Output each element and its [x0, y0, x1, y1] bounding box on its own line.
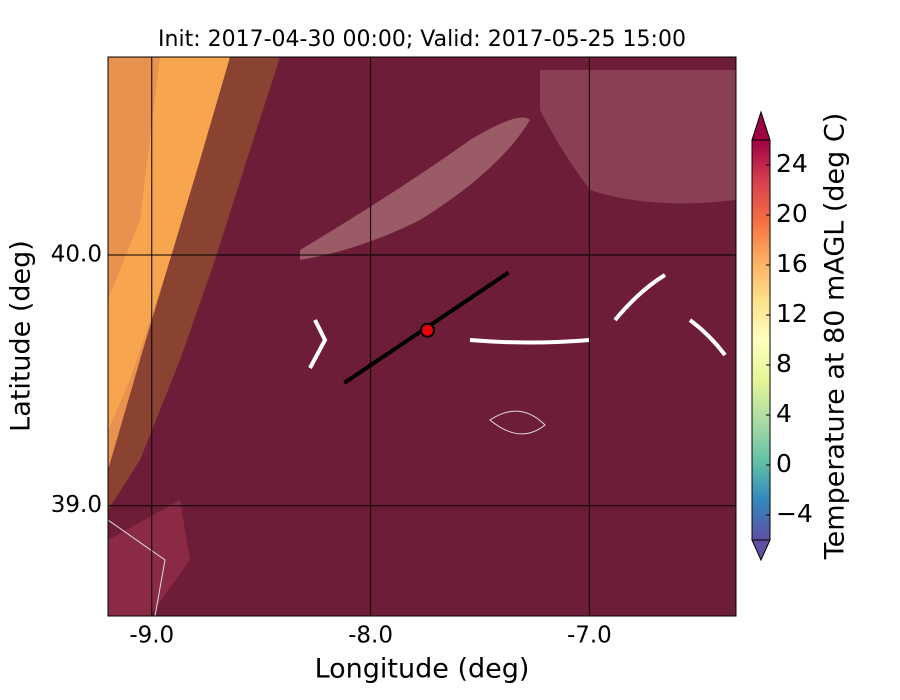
x-tick-label: -7.0 [567, 623, 612, 649]
colorbar-label: Temperature at 80 mAGL (deg C) [820, 113, 851, 561]
colorbar-tick-label: 16 [776, 249, 808, 278]
colorbar-tick-label: 12 [776, 299, 808, 328]
y-tick-label: 39.0 [51, 492, 102, 518]
y-tick-label: 40.0 [51, 242, 102, 268]
x-tick-label: -9.0 [129, 623, 174, 649]
x-axis-label: Longitude (deg) [315, 654, 530, 685]
colorbar-tick-label: 4 [776, 399, 792, 428]
chart-title: Init: 2017-04-30 00:00; Valid: 2017-05-2… [158, 27, 686, 52]
plot-frame [107, 56, 737, 617]
colorbar-extend-top [751, 110, 771, 141]
x-tick-label: -8.0 [348, 623, 393, 649]
colorbar-tick-label: 24 [776, 149, 808, 178]
point-marker [419, 322, 435, 338]
map-field [108, 57, 736, 616]
colorbar-extend-bottom [751, 539, 771, 562]
y-axis-label: Latitude (deg) [6, 240, 37, 432]
colorbar-tick-label: 0 [776, 449, 792, 478]
colorbar [751, 139, 771, 541]
colorbar-tick-label: −4 [776, 499, 813, 528]
colorbar-tick-label: 8 [776, 349, 792, 378]
colorbar-tick-label: 20 [776, 199, 808, 228]
